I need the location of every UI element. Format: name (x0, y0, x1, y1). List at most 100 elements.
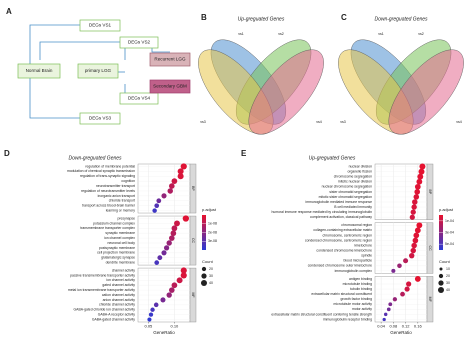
venn-title: Down-greguated Genes (374, 16, 428, 22)
term-label: spindle (361, 254, 372, 258)
dot (150, 307, 155, 312)
legend-tick-label: 1e-04 (445, 219, 454, 223)
venn-set-label: vs3 (200, 120, 206, 124)
venn-set (248, 49, 324, 135)
dot (180, 267, 187, 274)
dot (386, 307, 391, 312)
term-label: chloride channel activity (99, 303, 135, 307)
node-label: primary LGG (85, 68, 112, 73)
legend-tick-label: 20 (446, 274, 450, 278)
term-label: learning or memory (106, 208, 136, 212)
connector (29, 24, 80, 72)
panel-letter: E (241, 149, 247, 158)
node-label: Normal Brain (26, 68, 53, 73)
dot (169, 287, 175, 293)
dot (406, 281, 412, 287)
legend-tick-label: 30 (446, 281, 450, 285)
term-label: dendrite membrane (106, 261, 136, 265)
dot (414, 183, 421, 190)
connector (120, 42, 126, 99)
term-label: cation channel activity (102, 293, 135, 297)
x-tick-label: 0.16 (414, 324, 423, 329)
term-label: potassium channel complex (93, 221, 135, 225)
size-key (201, 266, 207, 272)
term-label: modulation of chemical synaptic transmis… (67, 169, 135, 173)
term-label: cognition (121, 179, 135, 183)
term-label: immunoglobulin receptor binding (323, 317, 372, 321)
dot (166, 292, 172, 298)
dot (166, 240, 172, 246)
legend-title: Count (439, 259, 451, 264)
legend-tick-label: 1e-08 (208, 222, 217, 226)
term-label: condensed chromosome, centromeric region (305, 238, 372, 242)
term-label: blood microparticle (344, 259, 373, 263)
facet-label: CC (191, 238, 195, 244)
dot (171, 178, 178, 185)
panel-a: A Normal Brain primary LGG DEGs VS1 DEGs… (6, 7, 191, 125)
x-tick-label: 0.04 (377, 324, 386, 329)
venn-set-label: vs2 (278, 32, 284, 36)
venn-title: Up-greguated Genes (238, 16, 285, 22)
dot (412, 199, 418, 205)
term-label: condensed chromosome kinetochore (316, 248, 372, 252)
facet-label: CC (428, 246, 432, 252)
term-label: transmembrane transporter complex (80, 226, 135, 230)
term-label: extracellular matrix structural constitu… (271, 312, 372, 316)
term-label: complement activation, classical pathway (310, 215, 372, 219)
dot (182, 215, 190, 222)
dot (177, 168, 184, 175)
dot (176, 277, 183, 284)
dot (412, 237, 419, 244)
term-label: chloride transport (109, 199, 135, 203)
dot (391, 268, 396, 273)
node-box (149, 79, 191, 94)
node-box (17, 63, 61, 79)
term-label: chromosome segregation (334, 175, 372, 179)
legend-title: p.adjust (439, 207, 454, 212)
dot (392, 297, 398, 302)
term-label: glutamatergic synapse (101, 256, 135, 260)
node-label: DEGs VS3 (89, 116, 112, 121)
facet-label: BP (191, 186, 195, 191)
legend-tick-label: 40 (446, 288, 450, 292)
dot (180, 163, 187, 170)
dot (154, 203, 160, 209)
dot (414, 227, 421, 234)
venn-set-label: vs4 (456, 120, 462, 124)
dotplots: D Down-greguated Genes BP regulation of mem… (4, 149, 454, 335)
term-label: antigen binding (349, 277, 372, 281)
dot (397, 263, 402, 269)
legend-tick-label: 10 (446, 267, 450, 271)
term-label: regulation of neurotransmitter levels (81, 189, 135, 193)
dot (169, 183, 175, 189)
dot (410, 247, 416, 254)
node-label: Secondary GBM (153, 84, 187, 89)
panel-letter: C (341, 13, 347, 22)
dot (169, 235, 175, 241)
dot (382, 317, 386, 322)
term-label: immunoglobulin mediated immune response (305, 200, 372, 204)
node-box (119, 36, 159, 49)
term-label: tubulin binding (350, 287, 372, 291)
term-label: cell projection membrane (97, 251, 135, 255)
size-key (438, 280, 444, 286)
x-tick-label: 0.10 (171, 324, 180, 329)
x-axis-label: GeneRatio (390, 330, 412, 335)
term-label: GABA-gated chloride ion channel activity (74, 308, 136, 312)
term-label: GABA-gated channel activity (92, 317, 135, 321)
dot (418, 168, 425, 175)
term-label: postsynaptic membrane (99, 246, 135, 250)
dot (404, 286, 410, 292)
legend-title: p.adjust (202, 207, 217, 212)
term-label: chromosome, centromeric region (322, 233, 372, 237)
dot (411, 204, 417, 210)
dot (147, 317, 152, 322)
term-label: growth factor binding (341, 297, 373, 301)
term-label: immunoglobulin complex (335, 269, 373, 273)
connector (29, 72, 80, 119)
dot (174, 220, 180, 227)
term-label: gated channel activity (102, 283, 135, 287)
node-box (149, 52, 191, 67)
term-label: kinetochore (354, 243, 372, 247)
